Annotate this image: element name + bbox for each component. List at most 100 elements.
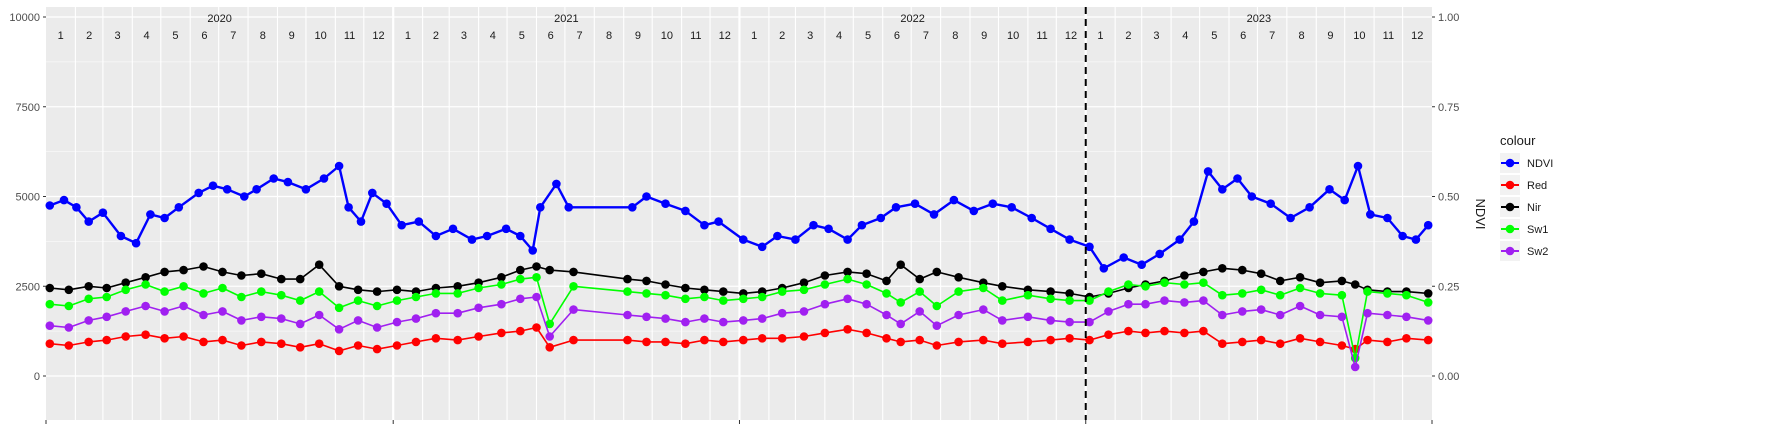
data-point-nir (681, 283, 690, 293)
data-point-ndvi (857, 220, 867, 230)
data-point-ndvi (160, 213, 169, 223)
data-point-sw2 (739, 316, 748, 325)
data-point-red (45, 339, 55, 349)
month-label: 12 (372, 30, 384, 42)
data-point-red (1199, 326, 1208, 336)
data-point-ndvi (1065, 235, 1074, 244)
month-label: 6 (201, 30, 207, 42)
month-label: 3 (1153, 30, 1159, 42)
month-label: 2 (1125, 30, 1131, 42)
data-point-sw1 (314, 287, 324, 296)
month-label: 6 (1240, 30, 1246, 42)
data-point-sw2 (1295, 301, 1305, 311)
data-point-nir (1295, 273, 1305, 282)
legend-key-dot-sw1 (1505, 224, 1515, 234)
data-point-red (545, 343, 554, 352)
data-point-ndvi (1175, 235, 1184, 244)
data-point-nir (392, 285, 402, 295)
data-point-sw1 (1124, 280, 1133, 289)
data-point-sw1 (739, 294, 748, 304)
data-point-nir (1218, 264, 1227, 273)
data-point-ndvi (319, 174, 329, 183)
month-label: 3 (461, 30, 467, 42)
data-point-nir (1315, 278, 1325, 288)
data-point-red (497, 328, 506, 338)
data-point-sw1 (1160, 278, 1169, 288)
month-label: 10 (315, 30, 327, 42)
data-point-red (1218, 339, 1227, 349)
data-point-sw1 (474, 283, 483, 293)
data-point-sw2 (843, 294, 852, 304)
data-point-sw2 (661, 314, 670, 323)
data-point-red (257, 337, 266, 347)
data-point-sw1 (1256, 285, 1266, 295)
data-point-nir (1065, 289, 1074, 298)
data-point-red (882, 334, 891, 343)
data-point-sw2 (545, 332, 554, 341)
legend: colour NDVI Red Nir Sw1 Sw2 (1500, 133, 1553, 261)
data-point-sw1 (141, 280, 150, 289)
data-point-sw1 (700, 292, 709, 302)
data-point-red (1315, 337, 1325, 347)
data-point-red (141, 330, 150, 340)
series-red (45, 323, 1433, 356)
data-point-sw1 (1218, 290, 1227, 300)
data-point-sw2 (102, 312, 111, 322)
data-point-red (1124, 326, 1133, 336)
data-point-sw1 (896, 298, 905, 307)
month-label: 11 (344, 30, 355, 42)
legend-label-sw1: Sw1 (1527, 224, 1548, 236)
data-point-ndvi (368, 188, 377, 198)
data-point-nir (1423, 289, 1433, 298)
month-label: 2 (433, 30, 439, 42)
data-point-sw1 (1423, 298, 1433, 307)
data-point-ndvi (681, 206, 690, 216)
data-point-red (777, 334, 787, 343)
data-point-ndvi (334, 161, 344, 171)
data-point-sw2 (237, 316, 246, 325)
data-point-sw2 (777, 308, 787, 318)
data-point-ndvi (431, 231, 441, 241)
data-point-sw2 (1023, 312, 1033, 322)
data-point-sw1 (719, 296, 728, 305)
data-point-sw1 (121, 285, 130, 295)
series-line-nir (49, 263, 1429, 298)
month-label: 1 (58, 30, 64, 42)
data-point-nir (915, 274, 924, 284)
data-point-ndvi (467, 235, 477, 244)
data-point-ndvi (714, 217, 723, 226)
data-point-red (411, 337, 421, 347)
data-point-red (843, 325, 852, 334)
data-point-ndvi (1266, 199, 1275, 208)
data-point-sw1 (954, 287, 963, 296)
month-label: 5 (172, 30, 178, 42)
data-point-red (64, 341, 74, 350)
data-point-ndvi (59, 195, 69, 205)
data-point-ndvi (131, 238, 141, 248)
data-point-nir (121, 278, 130, 288)
data-point-ndvi (1383, 213, 1392, 223)
data-point-sw2 (372, 323, 382, 332)
legend-key-dot-ndvi (1505, 158, 1515, 168)
data-point-red (799, 332, 809, 341)
data-point-red (314, 339, 324, 349)
month-label: 4 (490, 30, 496, 42)
data-point-nir (353, 285, 363, 295)
data-point-ndvi (536, 203, 545, 212)
data-point-sw1 (569, 282, 578, 291)
data-point-sw2 (45, 321, 55, 331)
data-point-nir (623, 274, 632, 284)
data-point-red (1141, 328, 1150, 338)
month-label: 4 (1182, 30, 1188, 42)
data-point-red (372, 344, 382, 354)
data-point-ndvi (891, 203, 901, 212)
data-point-ndvi (910, 199, 920, 208)
data-point-sw2 (1141, 299, 1150, 309)
data-point-ndvi (1046, 224, 1055, 234)
data-point-red (334, 346, 344, 356)
data-point-ndvi (1085, 242, 1094, 252)
data-point-sw1 (979, 283, 988, 293)
data-point-sw1 (777, 287, 787, 296)
month-label: 12 (719, 30, 731, 42)
